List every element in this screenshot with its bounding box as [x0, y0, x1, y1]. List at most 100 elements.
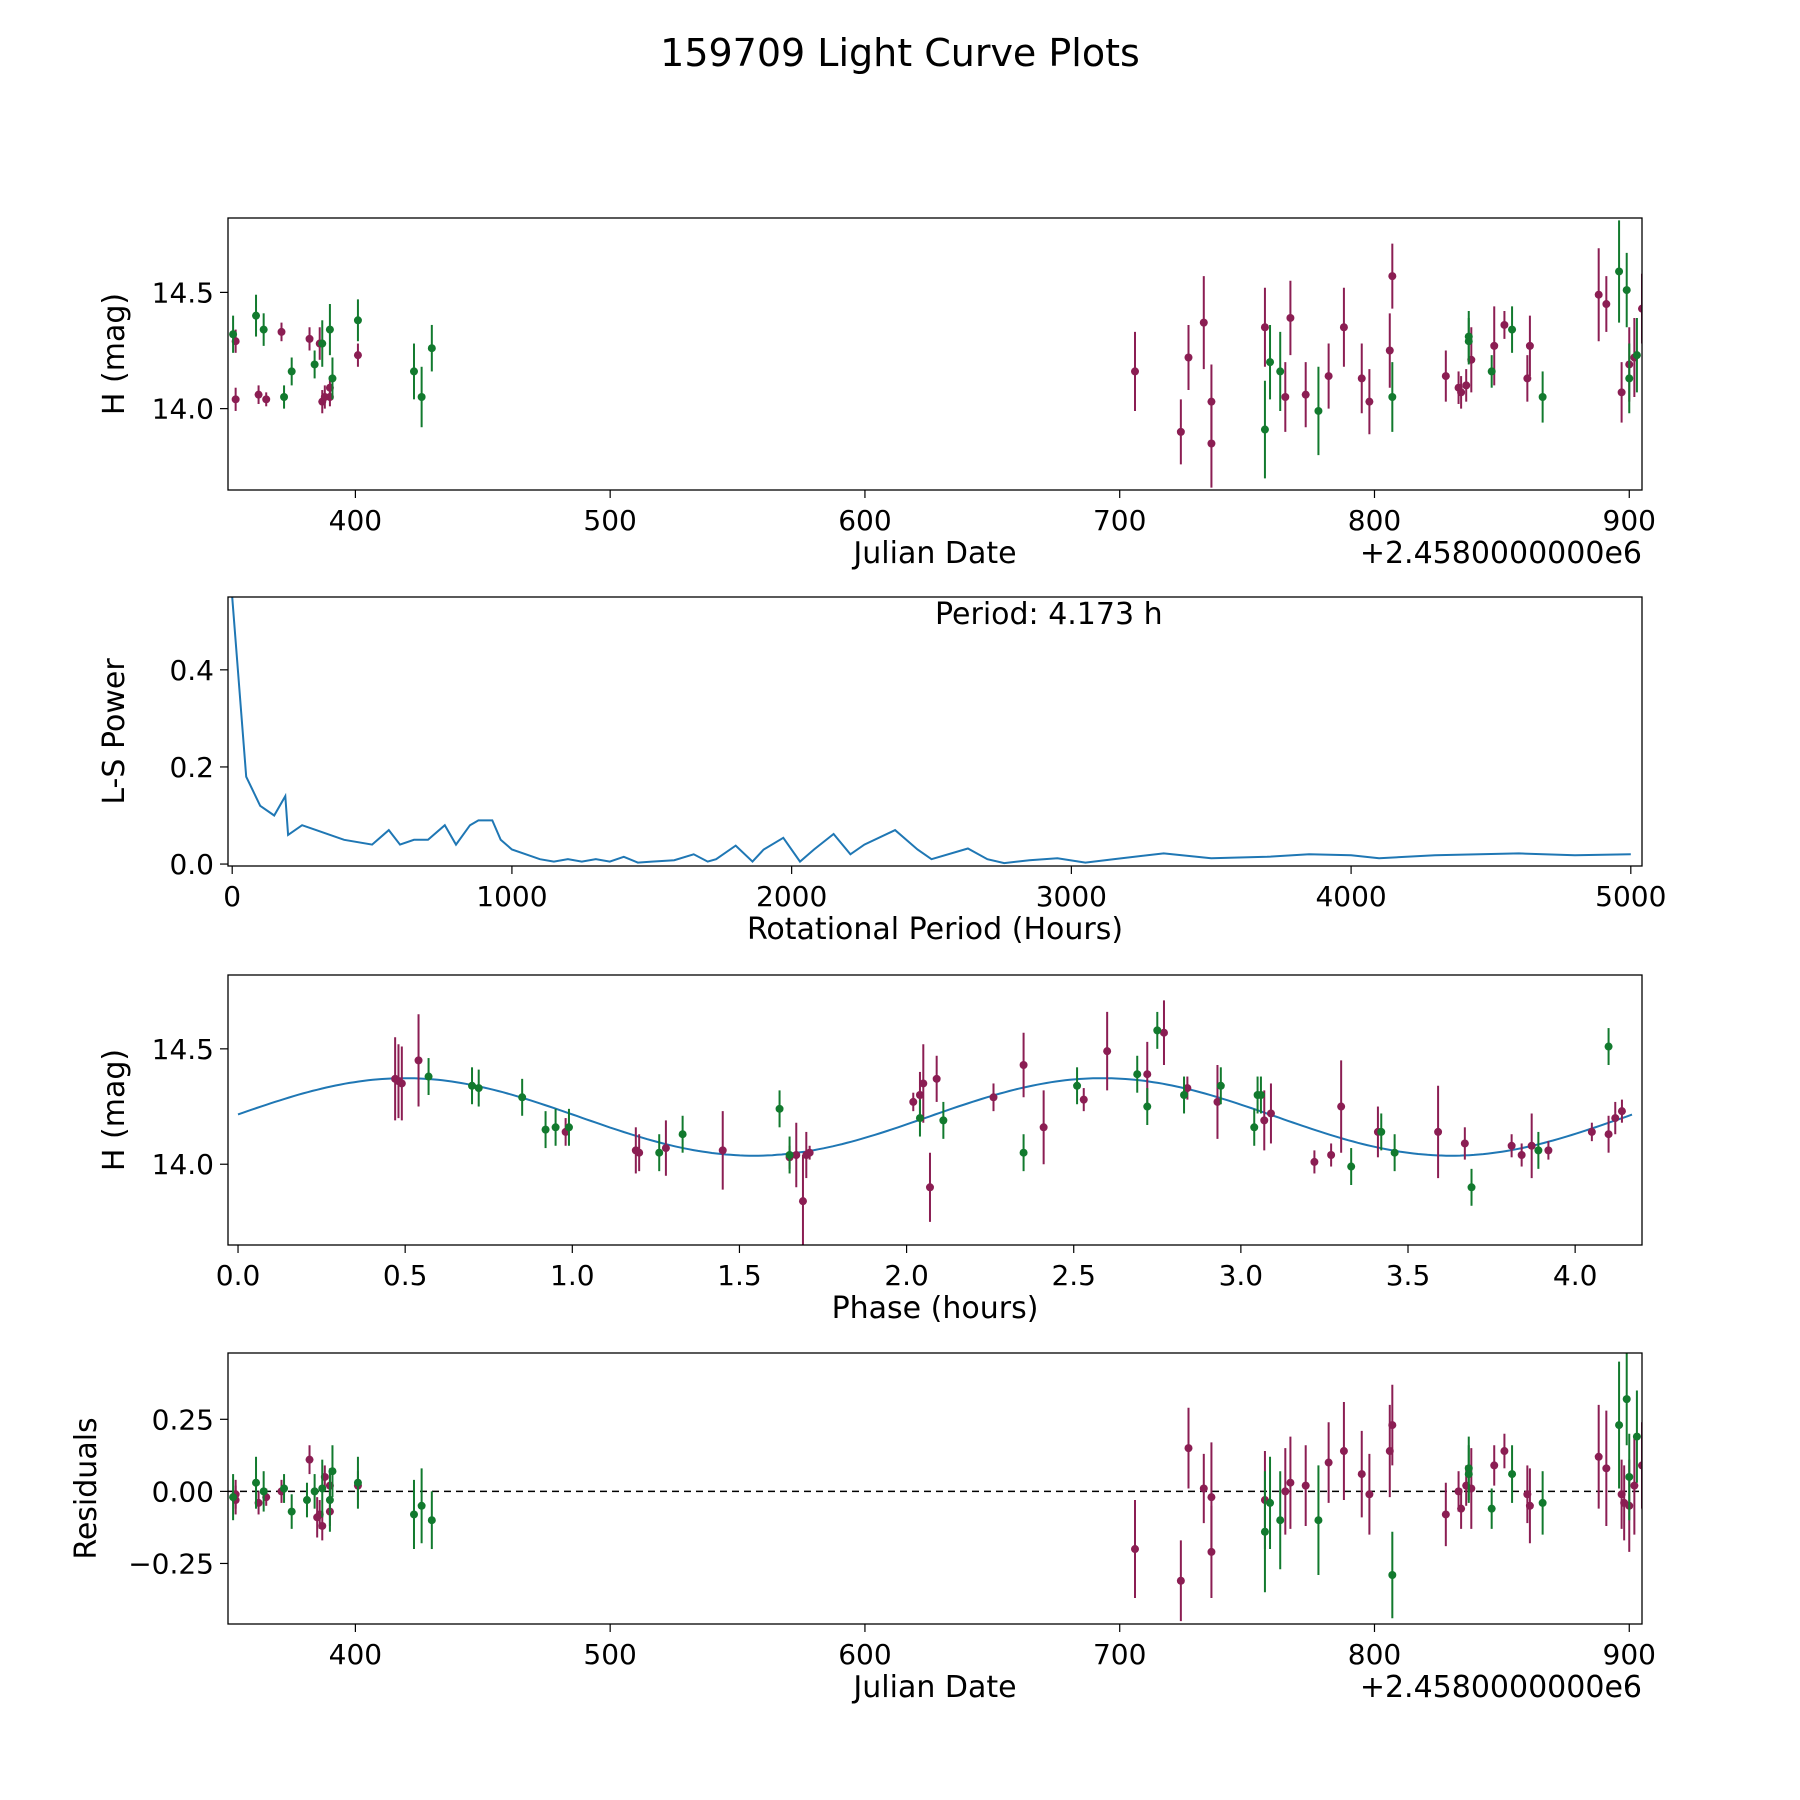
secondary-point [287, 367, 296, 376]
secondary-point [353, 1478, 362, 1487]
secondary-point [1464, 332, 1473, 341]
primary-point [925, 1183, 934, 1192]
secondary-point [1266, 1498, 1275, 1507]
y-tick-label: 14.0 [152, 1148, 214, 1181]
x-tick-label: 3.0 [1219, 1259, 1264, 1292]
plot-frame [227, 974, 1643, 1246]
secondary-point [424, 1072, 433, 1081]
secondary-point [1388, 393, 1397, 402]
figure-title: 159709 Light Curve Plots [660, 31, 1140, 75]
primary-point [1357, 374, 1366, 383]
primary-point [1602, 1464, 1611, 1473]
primary-point [1207, 1547, 1216, 1556]
primary-point [397, 1079, 406, 1088]
secondary-point [1538, 1498, 1547, 1507]
secondary-point [280, 393, 289, 402]
secondary-point [1266, 358, 1275, 367]
primary-point [1385, 346, 1394, 355]
primary-point [1388, 1421, 1397, 1430]
primary-point [1301, 390, 1310, 399]
x-tick-label: 900 [1603, 1638, 1656, 1671]
secondary-point [280, 1484, 289, 1493]
secondary-point [1487, 367, 1496, 376]
y-tick-label: 14.5 [152, 1033, 214, 1066]
primary-point [305, 1455, 314, 1464]
primary-point [1587, 1127, 1596, 1136]
secondary-point [678, 1130, 687, 1139]
secondary-point [325, 325, 334, 334]
secondary-point [1347, 1162, 1356, 1171]
secondary-point [564, 1123, 573, 1132]
x-tick-label: 600 [838, 504, 891, 537]
primary-point [1490, 1461, 1499, 1470]
secondary-point [1276, 1516, 1285, 1525]
primary-point [1507, 1141, 1516, 1150]
x-tick-label: 600 [838, 1638, 891, 1671]
secondary-point [325, 1496, 334, 1505]
primary-point [1310, 1157, 1319, 1166]
plot-frame [227, 1352, 1643, 1625]
x-tick-label: 400 [329, 504, 382, 537]
chart-lightcurve: 400 500 600 700 800 900 14.0 14.5 Julian Date H (… [97, 217, 1656, 571]
primary-point [1207, 397, 1216, 406]
primary-point [1019, 1061, 1028, 1069]
secondary-point [229, 330, 238, 339]
primary-point [1460, 1139, 1469, 1148]
primary-point [1517, 1151, 1526, 1159]
secondary-point [328, 1467, 337, 1476]
chart-periodogram: 0 1000 2000 3000 4000 5000 0.0 0.2 0.4 Rotational… [97, 596, 1666, 947]
secondary-point [1260, 425, 1269, 434]
x-tick-label: 0.5 [383, 1259, 428, 1292]
x-axis-label: Julian Date [851, 1670, 1016, 1705]
x-axis-label: Julian Date [851, 536, 1016, 571]
primary-point [1441, 372, 1450, 381]
primary-point [1357, 1470, 1366, 1479]
primary-point [1184, 353, 1193, 362]
secondary-point [541, 1125, 550, 1134]
x-tick-label: 2000 [756, 880, 827, 913]
y-axis-label: H (mag) [97, 293, 132, 415]
x-tick-label: 0 [223, 880, 241, 913]
secondary-point [1534, 1146, 1543, 1155]
primary-point [932, 1074, 941, 1083]
primary-point [1103, 1047, 1112, 1056]
plot-frame [227, 596, 1643, 867]
primary-point [1159, 1028, 1168, 1037]
secondary-point [1314, 406, 1323, 415]
chart-phased: 0.0 0.5 1.0 1.5 2.0 2.5 3.0 3.5 4.0 14.0 14.5 Phase… [97, 974, 1643, 1326]
primary-point [1457, 388, 1466, 397]
secondary-point [1153, 1026, 1162, 1035]
primary-point [1462, 381, 1471, 390]
secondary-point [915, 1114, 924, 1123]
primary-point [1213, 1097, 1222, 1106]
secondary-point [1216, 1081, 1225, 1090]
primary-point [254, 390, 263, 399]
primary-point [1199, 1484, 1208, 1493]
y-tick-label: 0.00 [152, 1475, 214, 1508]
x-tick-label: 700 [1093, 1638, 1146, 1671]
primary-point [1365, 1490, 1374, 1499]
secondary-point [328, 374, 337, 383]
secondary-point [318, 339, 327, 348]
primary-point [1143, 1070, 1152, 1079]
secondary-point [551, 1123, 560, 1132]
x-tick-label: 400 [329, 1638, 382, 1671]
primary-point [318, 1521, 327, 1530]
primary-point [1434, 1127, 1443, 1136]
primary-point [661, 1144, 670, 1153]
secondary-point [259, 325, 268, 334]
period-annotation: Period: 4.173 h [935, 597, 1163, 632]
plot-area [237, 1000, 1633, 1245]
primary-point [1281, 393, 1290, 402]
primary-point [1500, 320, 1509, 329]
primary-point [1365, 397, 1374, 406]
secondary-point [318, 1484, 327, 1493]
primary-point [1260, 1116, 1269, 1125]
x-axis-label: Phase (hours) [832, 1291, 1039, 1326]
x-axis-label: Rotational Period (Hours) [747, 912, 1123, 947]
primary-point [1617, 388, 1626, 397]
primary-point [1638, 304, 1642, 313]
primary-point [1594, 290, 1603, 299]
secondary-point [1388, 1570, 1397, 1579]
primary-point [353, 351, 362, 360]
